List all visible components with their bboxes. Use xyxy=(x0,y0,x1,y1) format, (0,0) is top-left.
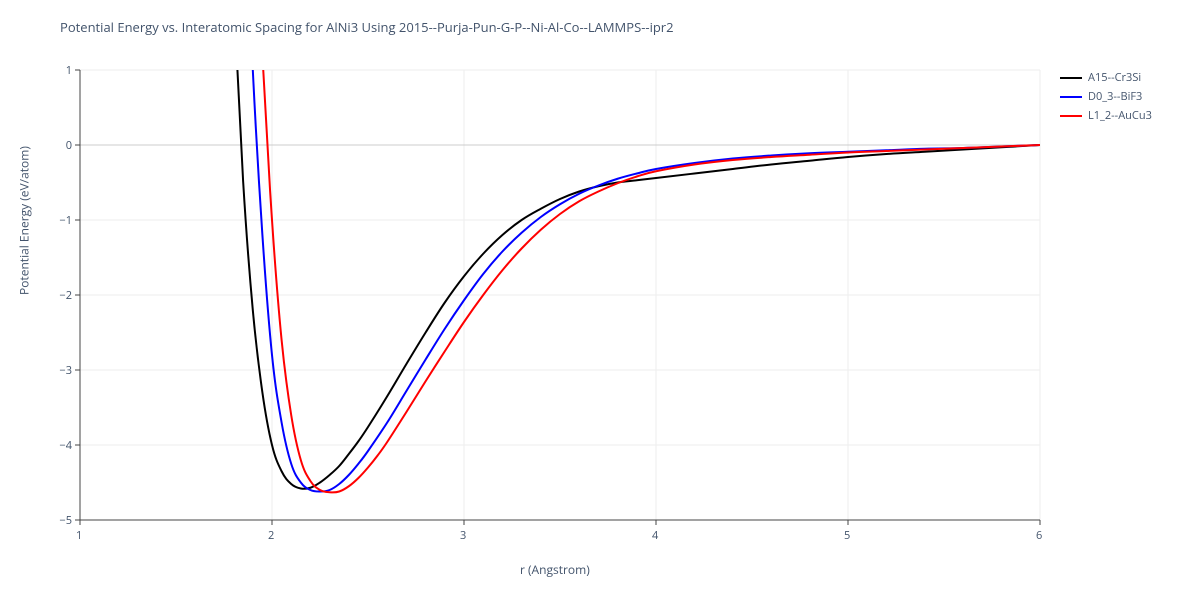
x-tick-label: 4 xyxy=(652,528,658,543)
x-tick-label: 3 xyxy=(460,528,466,543)
legend-item[interactable]: L1_2--AuCu3 xyxy=(1060,108,1152,123)
y-tick-label: −2 xyxy=(59,288,72,303)
y-tick-label: −3 xyxy=(59,363,72,378)
legend-swatch xyxy=(1060,96,1082,98)
x-axis-label: r (Angstrom) xyxy=(520,561,590,578)
y-tick-label: −1 xyxy=(59,213,72,228)
legend-swatch xyxy=(1060,115,1082,117)
legend: A15--Cr3Si D0_3--BiF3 L1_2--AuCu3 xyxy=(1060,70,1152,127)
x-tick-label: 6 xyxy=(1036,528,1042,543)
y-tick-label: 0 xyxy=(66,138,72,153)
y-tick-label: −4 xyxy=(59,438,72,453)
legend-item[interactable]: D0_3--BiF3 xyxy=(1060,89,1152,104)
x-tick-label: 5 xyxy=(844,528,850,543)
legend-swatch xyxy=(1060,77,1082,79)
legend-label: D0_3--BiF3 xyxy=(1088,89,1142,104)
y-tick-label: 1 xyxy=(66,63,72,78)
x-tick-label: 2 xyxy=(268,528,274,543)
series-line xyxy=(214,0,1040,492)
legend-label: L1_2--AuCu3 xyxy=(1088,108,1152,123)
y-tick-label: −5 xyxy=(59,513,72,528)
x-tick-label: 1 xyxy=(76,528,82,543)
legend-label: A15--Cr3Si xyxy=(1088,70,1141,85)
legend-item[interactable]: A15--Cr3Si xyxy=(1060,70,1152,85)
series-line xyxy=(224,0,1040,492)
series-line xyxy=(195,0,1040,489)
